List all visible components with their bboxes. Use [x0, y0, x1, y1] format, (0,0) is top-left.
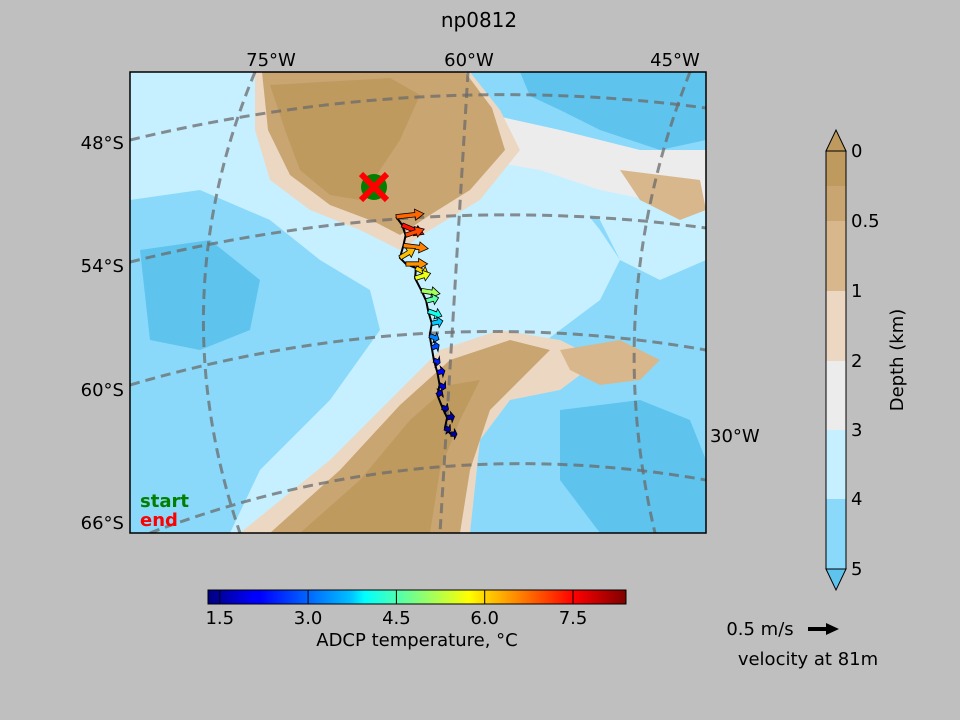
- depth-band-3: [826, 291, 846, 361]
- depth-band-6: [826, 499, 846, 569]
- depth-band-4: [826, 361, 846, 430]
- antarctic-peninsula-high: [300, 380, 480, 533]
- deep-basin-southeast: [560, 400, 706, 533]
- velocity-arrow: [432, 355, 441, 369]
- meridian-75W: [201, 72, 257, 533]
- end-legend: end: [140, 510, 178, 531]
- lat-label-48S: 48°S: [81, 133, 124, 154]
- velocity-arrow: [395, 208, 425, 221]
- lat-label-54S: 54°S: [81, 256, 124, 277]
- velocity-arrow: [450, 428, 458, 440]
- velocity-arrow: [426, 307, 443, 320]
- velocity-arrow: [430, 315, 444, 329]
- temperature-tick-label: 6.0: [470, 608, 499, 629]
- depth-colorbar-top-extend: [825, 128, 847, 152]
- velocity-arrow: [435, 388, 444, 398]
- velocity-arrow: [428, 331, 440, 344]
- temperature-tick-label: 7.5: [559, 608, 588, 629]
- meridian-45W: [632, 72, 692, 533]
- velocity-arrow: [436, 364, 446, 379]
- start-legend: start: [140, 491, 189, 512]
- temperature-tick-label: 1.5: [205, 608, 234, 629]
- temperature-colorbar-frame: [207, 589, 627, 605]
- depth-tick-1: 1: [851, 281, 862, 302]
- lat-label-66S: 66°S: [81, 513, 124, 534]
- lon-label-30W: 30°W: [710, 426, 760, 447]
- meridian-60W: [438, 72, 470, 533]
- depth-tick-0: 0: [851, 141, 862, 162]
- quiver-key-speed: 0.5 m/s: [726, 619, 793, 640]
- depth-colorbar: 0 0.5 1 2 3 4 5 Depth (km): [825, 128, 908, 592]
- depth-tick-4: 4: [851, 489, 862, 510]
- adcp-track: [395, 208, 458, 440]
- start-marker: [358, 171, 390, 203]
- quiver-key: 0.5 m/s velocity at 81m: [726, 619, 878, 670]
- parallel-66S: [149, 462, 706, 533]
- depth-tick-5: 5: [851, 559, 862, 580]
- depth-band-1: [826, 186, 846, 221]
- depth-band-5: [826, 430, 846, 499]
- deep-basin-north: [520, 72, 706, 150]
- velocity-arrow: [398, 247, 417, 261]
- velocity-arrow: [413, 269, 432, 282]
- depth-band-2: [826, 221, 846, 291]
- velocity-arrow: [404, 226, 425, 238]
- velocity-arrow: [438, 380, 447, 393]
- velocity-arrow: [446, 410, 455, 424]
- depth-colorbar-bottom-extend: [825, 568, 847, 592]
- temperature-tick-label: 4.5: [382, 608, 411, 629]
- velocity-arrow: [443, 424, 451, 435]
- velocity-arrow: [441, 403, 449, 414]
- temperature-colorbar-ticks: 1.5 3.0 4.5 6.0 7.5: [205, 590, 587, 629]
- velocity-arrow: [402, 241, 429, 254]
- temperature-colorbar: 1.5 3.0 4.5 6.0 7.5 ADCP temperature, °C: [205, 589, 627, 651]
- lon-label-75W: 75°W: [246, 50, 296, 71]
- lat-label-60S: 60°S: [81, 380, 124, 401]
- parallel-60S: [130, 329, 706, 387]
- temperature-colorbar-fill: [208, 590, 626, 604]
- temperature-colorbar-label: ADCP temperature, °C: [316, 630, 517, 651]
- map-panel: start end 75°W 60°W 45°W 30°W 48°S 54°S …: [81, 50, 760, 534]
- depth-band-0: [826, 151, 846, 186]
- quiver-key-arrow: [808, 623, 839, 635]
- chart-title: np0812: [441, 8, 517, 32]
- quiver-key-depth: velocity at 81m: [738, 649, 878, 670]
- south-georgia-ridge: [620, 170, 706, 220]
- deep-basin-west: [140, 240, 260, 350]
- depth-colorbar-label: Depth (km): [887, 309, 908, 412]
- map-frame: [129, 71, 707, 534]
- temperature-tick-label: 3.0: [294, 608, 323, 629]
- depth-tick-2: 2: [851, 351, 862, 372]
- end-cross: [358, 171, 390, 203]
- depth-tick-3: 3: [851, 420, 862, 441]
- depth-colorbar-frame: [825, 150, 847, 570]
- shelf-mid: [130, 72, 620, 533]
- ship-track-line: [395, 216, 452, 435]
- depth-tick-0.5: 0.5: [851, 211, 880, 232]
- velocity-arrow: [425, 292, 440, 306]
- parallel-48S: [130, 93, 706, 142]
- velocity-arrow: [430, 340, 440, 353]
- velocity-arrow: [420, 286, 441, 299]
- lon-label-60W: 60°W: [444, 50, 494, 71]
- lon-label-45W: 45°W: [650, 50, 700, 71]
